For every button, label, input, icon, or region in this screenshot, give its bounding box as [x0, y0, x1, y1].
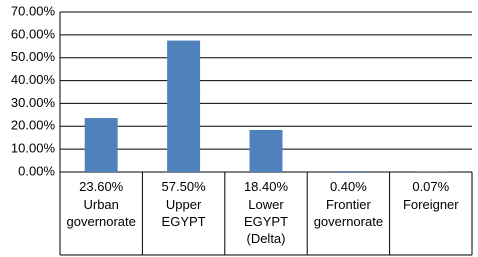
x-tick-label: Lower EGYPT (Delta)	[243, 197, 289, 246]
value-label: 18.40%	[243, 179, 289, 194]
value-label: 0.07%	[412, 179, 450, 194]
y-tick-label: 60.00%	[11, 26, 56, 41]
value-label: 23.60%	[79, 179, 124, 194]
x-tick-label: Foreigner	[402, 197, 459, 212]
y-tick-label: 30.00%	[11, 95, 56, 110]
bar	[84, 118, 118, 172]
value-label: 57.50%	[161, 179, 206, 194]
x-tick-label: Frontier governorate	[313, 197, 384, 229]
y-tick-label: 10.00%	[11, 141, 56, 156]
y-tick-label: 20.00%	[11, 118, 56, 133]
bar	[249, 129, 283, 172]
y-tick-label: 40.00%	[11, 72, 56, 87]
x-tick-label: Urban governorate	[66, 197, 136, 229]
y-tick-label: 0.00%	[18, 163, 55, 178]
value-label: 0.40%	[329, 179, 367, 194]
x-tick-label: Upper EGYPT	[161, 197, 206, 229]
bar	[331, 171, 365, 172]
bar	[167, 40, 201, 173]
y-tick-label: 50.00%	[11, 49, 56, 64]
y-tick-label: 70.00%	[11, 3, 56, 18]
